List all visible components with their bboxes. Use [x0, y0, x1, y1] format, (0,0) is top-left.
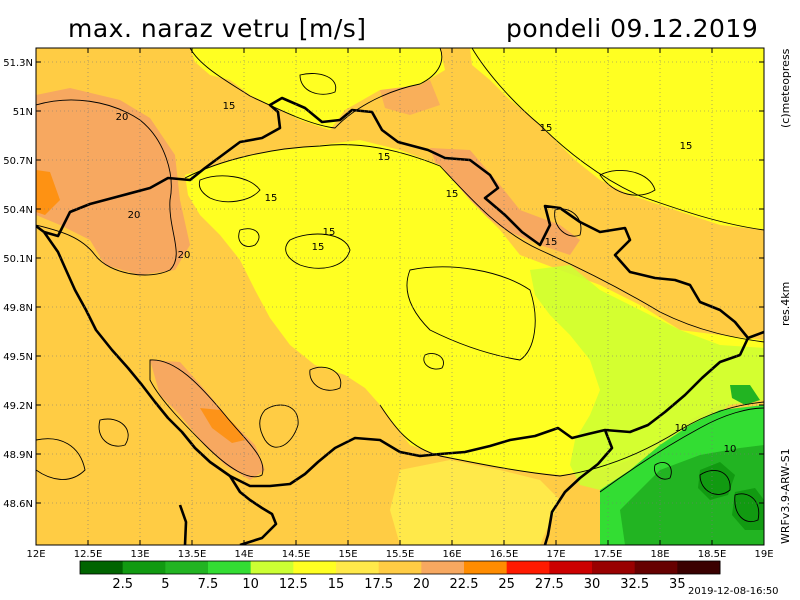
- lon-tick-label: 17E: [546, 549, 565, 560]
- legend-swatch: [549, 561, 593, 574]
- contour-label: 20: [178, 250, 191, 261]
- contour-label: 15: [323, 227, 336, 238]
- contour-label: 20: [128, 210, 141, 221]
- resolution-label: res.4km: [779, 281, 792, 326]
- legend-level-label: 30: [584, 577, 601, 592]
- field-15-17-5-northeast: [470, 48, 764, 230]
- forecast-date: pondeli 09.12.2019: [506, 14, 759, 43]
- lon-tick-label: 17.5E: [594, 549, 623, 560]
- lat-tick-label: 49.5N: [3, 352, 33, 363]
- legend-swatch: [165, 561, 209, 574]
- lat-tick-label: 50.4N: [3, 205, 33, 216]
- border-slovakia-austria: [543, 429, 614, 545]
- legend-swatch: [677, 561, 721, 574]
- lat-tick-label: 51N: [13, 107, 33, 118]
- contour-label: 15: [545, 237, 558, 248]
- legend-level-label: 22.5: [450, 577, 479, 592]
- graticule: [36, 48, 764, 545]
- lon-tick-label: 18.5E: [698, 549, 727, 560]
- lon-tick-label: 16E: [442, 549, 461, 560]
- lon-tick-label: 14E: [234, 549, 253, 560]
- legend-level-label: 17.5: [364, 577, 393, 592]
- legend-level-label: 25: [498, 577, 515, 592]
- contour-label: 20: [116, 112, 129, 123]
- lat-tick-label: 50.7N: [3, 156, 33, 167]
- lon-tick-label: 18E: [650, 549, 669, 560]
- border-south-west: [178, 504, 188, 545]
- contour-label: 15: [680, 141, 693, 152]
- longitude-ticks: 12E 12.5E 13E 13.5E 14E 14.5E 15E 15.5E 16E 16.5E…: [26, 48, 774, 560]
- lat-tick-label: 49.8N: [3, 303, 33, 314]
- legend-swatch: [378, 561, 422, 574]
- legend-swatch: [293, 561, 337, 574]
- border-west: [36, 224, 45, 234]
- legend-level-label: 15: [328, 577, 345, 592]
- field-20-22-5-north: [430, 148, 580, 255]
- copyright-label: (c)meteopress: [779, 48, 792, 128]
- contour-label: 15: [265, 193, 278, 204]
- lat-tick-label: 50.1N: [3, 254, 33, 265]
- legend-swatch: [336, 561, 380, 574]
- lat-tick-label: 49.2N: [3, 401, 33, 412]
- legend-level-label: 7.5: [198, 577, 219, 592]
- border-germany-austria: [228, 475, 278, 545]
- legend-swatch: [208, 561, 252, 574]
- lon-tick-label: 14.5E: [282, 549, 311, 560]
- color-legend: 2.5 5 7.5 10 12.5 15 17.5 20 22.5 25 27.5 30 32.5 35: [79, 560, 721, 592]
- border-poland-slovakia: [747, 330, 764, 340]
- field-15-17-5-south: [390, 460, 560, 545]
- lon-tick-label: 15.5E: [386, 549, 415, 560]
- lat-tick-label: 51.3N: [3, 58, 33, 69]
- run-timestamp: 2019-12-08-16:50: [688, 586, 779, 597]
- border-czechia: [42, 96, 750, 488]
- field-7-5-10-cell-c: [730, 385, 760, 405]
- legend-level-label: 27.5: [535, 577, 564, 592]
- legend-swatch: [634, 561, 678, 574]
- legend-frame: [79, 560, 721, 575]
- lon-tick-label: 13.5E: [178, 549, 207, 560]
- map-title: max. naraz vetru [m/s]: [68, 14, 367, 43]
- field-20-22-5-nnorth: [380, 80, 440, 115]
- lon-tick-label: 13E: [130, 549, 149, 560]
- field-5-7-5-cell-b: [732, 488, 764, 530]
- lon-tick-label: 12.5E: [74, 549, 103, 560]
- legend-level-label: 2.5: [112, 577, 133, 592]
- legend-level-label: 10: [242, 577, 259, 592]
- lon-tick-label: 12E: [26, 549, 45, 560]
- lon-tick-label: 16.5E: [490, 549, 519, 560]
- field-15-17-5-north: [190, 48, 445, 130]
- lon-tick-label: 19E: [754, 549, 773, 560]
- legend-level-label: 20: [413, 577, 430, 592]
- legend-swatch: [80, 561, 124, 574]
- model-label: WRFv3.9-ARW-S1: [779, 448, 792, 544]
- contour-label: 15: [446, 189, 459, 200]
- contour-labels: 20 20 20 15 15 15 15 15 15 15 15 15 10 10: [116, 101, 737, 455]
- wind-field: 20 20 20 15 15 15 15 15 15 15 15 15 10 10: [36, 48, 764, 545]
- latitude-ticks: 51.3N 51N 50.7N 50.4N 50.1N 49.8N 49.5N 49.2N 48…: [3, 58, 764, 510]
- field-20-22-5-northwest: [36, 88, 190, 275]
- legend-level-label: 32.5: [620, 577, 649, 592]
- legend-level-label: 12.5: [279, 577, 308, 592]
- field-22-5-25-west: [36, 170, 60, 215]
- contour-label: 15: [540, 123, 553, 134]
- contour-label: 15: [312, 242, 325, 253]
- contour-label: 15: [378, 152, 391, 163]
- legend-swatch: [122, 561, 166, 574]
- contour-lines: [36, 48, 764, 522]
- lat-tick-label: 48.6N: [3, 499, 33, 510]
- lon-tick-label: 15E: [338, 549, 357, 560]
- legend-level-label: 5: [161, 577, 169, 592]
- field-22-5-25-sumava: [200, 408, 245, 443]
- contour-label: 15: [223, 101, 236, 112]
- legend-swatch: [592, 561, 636, 574]
- contour-label: 10: [724, 444, 737, 455]
- legend-level-label: 35: [669, 577, 686, 592]
- legend-swatch: [506, 561, 550, 574]
- legend-swatch: [250, 561, 294, 574]
- legend-swatch: [464, 561, 508, 574]
- contour-label: 10: [675, 423, 688, 434]
- legend-swatch: [421, 561, 465, 574]
- lat-tick-label: 48.9N: [3, 450, 33, 461]
